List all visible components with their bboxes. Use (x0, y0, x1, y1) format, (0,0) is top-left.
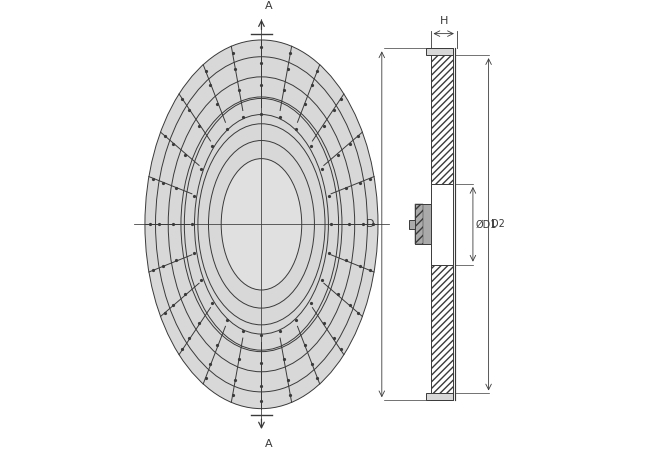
Bar (430, 49, 453, 184)
Text: A: A (265, 439, 273, 449)
Text: D2: D2 (491, 219, 505, 230)
Text: H: H (440, 16, 448, 26)
Text: D: D (366, 219, 374, 230)
Bar (416, 204, 430, 244)
Bar (430, 184, 453, 265)
Bar (416, 204, 423, 244)
Bar (410, 220, 416, 229)
Ellipse shape (221, 158, 301, 290)
Bar (426, 393, 453, 400)
Bar (426, 49, 453, 55)
Text: A: A (265, 1, 273, 11)
Bar (430, 265, 453, 400)
Text: ØD1: ØD1 (476, 219, 497, 230)
Ellipse shape (145, 40, 378, 409)
